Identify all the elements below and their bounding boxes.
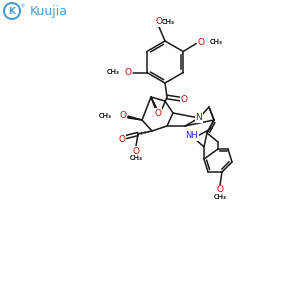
- Text: CH₃: CH₃: [209, 40, 222, 46]
- Text: N: N: [196, 113, 202, 122]
- Text: CH₃: CH₃: [98, 113, 111, 119]
- Text: O: O: [119, 112, 127, 121]
- Text: N: N: [196, 113, 202, 122]
- Text: CH₃: CH₃: [107, 70, 120, 76]
- Text: O: O: [217, 185, 224, 194]
- Polygon shape: [151, 97, 159, 113]
- Text: O: O: [181, 94, 188, 103]
- Text: O: O: [154, 109, 161, 118]
- Text: CH₃: CH₃: [130, 155, 142, 161]
- Text: Kuujia: Kuujia: [30, 4, 68, 17]
- Text: CH₃: CH₃: [130, 155, 142, 161]
- Text: CH₃: CH₃: [214, 194, 226, 200]
- Text: CH₃: CH₃: [162, 19, 174, 25]
- Text: CH₃: CH₃: [98, 113, 111, 119]
- Text: O: O: [181, 94, 188, 103]
- Text: O: O: [133, 146, 140, 155]
- Text: O: O: [198, 38, 205, 47]
- Text: O: O: [124, 68, 131, 77]
- Text: O: O: [155, 17, 163, 26]
- Text: O: O: [119, 112, 127, 121]
- Text: CH₃: CH₃: [214, 194, 226, 200]
- Text: O: O: [118, 134, 125, 143]
- Text: O: O: [133, 146, 140, 155]
- Text: K: K: [8, 7, 16, 16]
- Text: O: O: [118, 134, 125, 143]
- Text: ®: ®: [19, 4, 25, 9]
- Polygon shape: [128, 116, 142, 120]
- Text: CH₃: CH₃: [107, 70, 120, 76]
- Text: NH: NH: [186, 131, 198, 140]
- Text: CH₃: CH₃: [162, 19, 174, 25]
- Text: NH: NH: [186, 131, 198, 140]
- Text: O: O: [155, 17, 163, 26]
- Text: CH₃: CH₃: [209, 40, 222, 46]
- Text: O: O: [198, 38, 205, 47]
- Text: O: O: [217, 185, 224, 194]
- Text: O: O: [154, 109, 161, 118]
- Text: O: O: [124, 68, 131, 77]
